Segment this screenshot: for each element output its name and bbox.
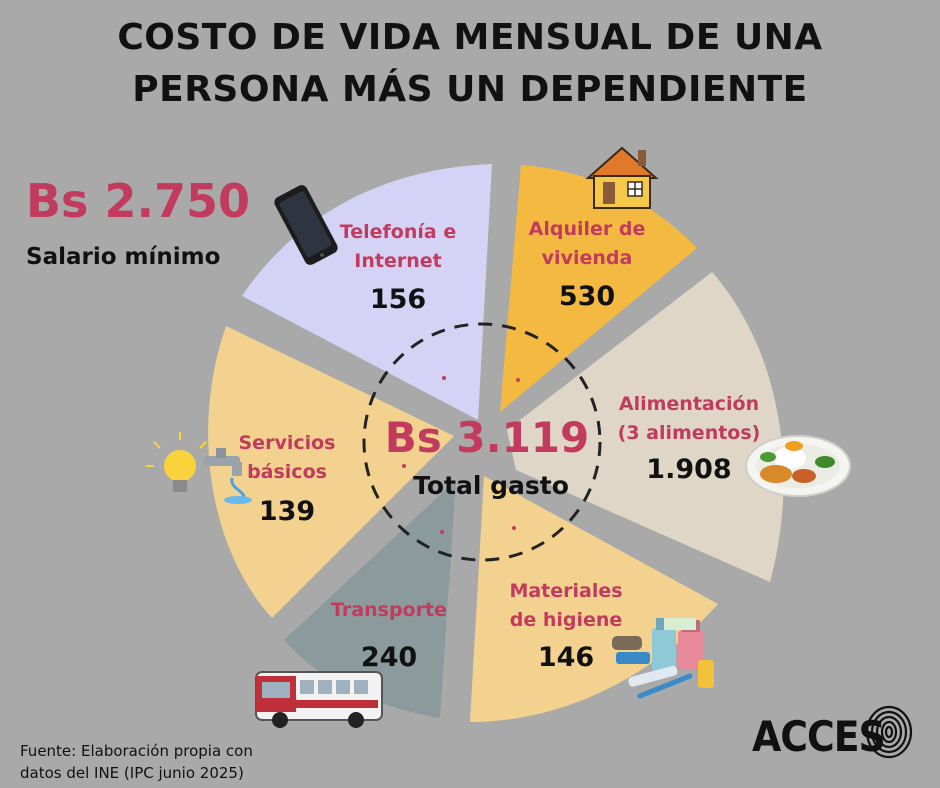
source-line-2: datos del INE (IPC junio 2025) bbox=[20, 764, 244, 782]
slice-value-servicios: 139 bbox=[259, 496, 315, 527]
slice-label-telefonia: Telefonía e bbox=[340, 221, 456, 243]
smartphone-icon bbox=[274, 185, 338, 265]
slice-value-alimentacion: 1.908 bbox=[646, 454, 731, 485]
slice-labels: Telefonía e Internet 156 Alquiler de viviend… bbox=[239, 218, 761, 673]
ring-dots bbox=[402, 376, 520, 534]
ring-dot bbox=[516, 378, 520, 382]
total-value: Bs 3.119 bbox=[385, 413, 589, 462]
house-icon bbox=[585, 146, 659, 209]
total-label: Total gasto bbox=[413, 471, 569, 500]
ring-dot bbox=[442, 376, 446, 380]
slice-label-transporte: Transporte bbox=[331, 599, 447, 621]
slice-value-higiene: 146 bbox=[538, 642, 594, 673]
pie-slice-transporte bbox=[284, 480, 456, 718]
slice-label-servicios: Servicios bbox=[239, 432, 336, 454]
pie-slice-telefonia bbox=[242, 164, 492, 420]
food-plate-icon bbox=[745, 435, 851, 497]
hygiene-products-icon bbox=[612, 618, 714, 699]
ring-dot bbox=[440, 530, 444, 534]
salary-label: Salario mínimo bbox=[26, 244, 221, 270]
salary-value: Bs 2.750 bbox=[26, 174, 250, 228]
source-note: Fuente: Elaboración propia con datos del… bbox=[20, 740, 253, 784]
source-line-1: Fuente: Elaboración propia con bbox=[20, 742, 253, 760]
slice-label-alimentacion: Alimentación bbox=[619, 393, 759, 415]
ring-dot bbox=[512, 526, 516, 530]
pie-slice-alimentacion bbox=[507, 272, 784, 582]
page-title: COSTO DE VIDA MENSUAL DE UNA PERSONA MÁS… bbox=[0, 12, 940, 116]
title-line-2: PERSONA MÁS UN DEPENDIENTE bbox=[132, 69, 808, 110]
slice-value-telefonia: 156 bbox=[370, 284, 426, 315]
slice-label-telefonia: Internet bbox=[354, 250, 441, 272]
brand-text: ACCES bbox=[752, 712, 886, 761]
slice-label-higiene: Materiales bbox=[509, 580, 622, 602]
slice-label-alimentacion: (3 alimentos) bbox=[618, 422, 761, 444]
slice-value-transporte: 240 bbox=[361, 642, 417, 673]
lightbulb-faucet-icon bbox=[146, 432, 252, 504]
pie-slices bbox=[208, 164, 784, 722]
pie-slice-servicios bbox=[208, 326, 454, 618]
pie-slice-alquiler bbox=[500, 165, 697, 412]
brand-logo: ACCES bbox=[752, 705, 913, 761]
slice-label-higiene: de higiene bbox=[510, 609, 623, 631]
bus-icon bbox=[255, 671, 383, 728]
center-ring bbox=[362, 322, 602, 562]
title-line-1: COSTO DE VIDA MENSUAL DE UNA bbox=[117, 17, 823, 58]
pie-slice-higiene bbox=[470, 476, 718, 722]
fingerprint-icon bbox=[865, 705, 913, 759]
slice-label-alquiler: Alquiler de bbox=[529, 218, 646, 240]
slice-label-servicios: básicos bbox=[247, 461, 327, 483]
ring-dot bbox=[402, 464, 406, 468]
slice-label-alquiler: vivienda bbox=[542, 247, 633, 269]
slice-value-alquiler: 530 bbox=[559, 281, 615, 312]
